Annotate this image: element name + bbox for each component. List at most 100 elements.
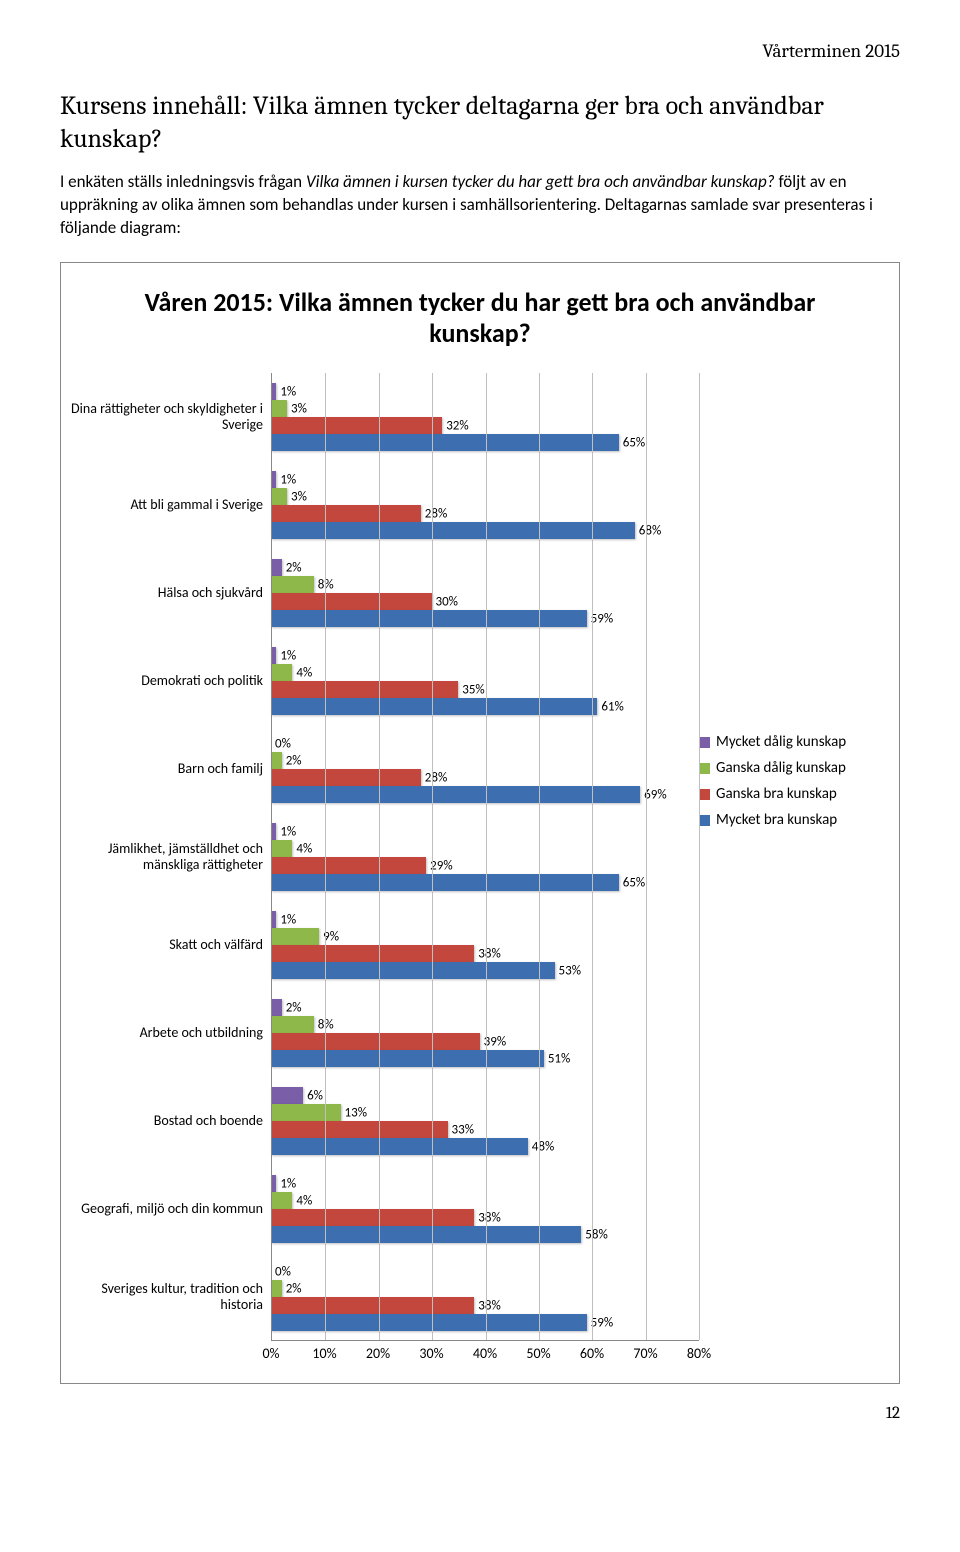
bar-row: 3% xyxy=(271,488,699,505)
bar-row: 3% xyxy=(271,400,699,417)
x-tick-label: 30% xyxy=(419,1345,443,1362)
chart-container: Våren 2015: Vilka ämnen tycker du har ge… xyxy=(60,262,900,1384)
bar: 1% xyxy=(271,647,276,664)
bar: 1% xyxy=(271,383,276,400)
intro-emphasis: Vilka ämnen i kursen tycker du har gett … xyxy=(306,171,775,192)
bar-value-label: 0% xyxy=(271,736,291,751)
bar: 8% xyxy=(271,576,314,593)
bar-row: 2% xyxy=(271,559,699,576)
category-bars: 1%3%28% 68% xyxy=(271,471,699,539)
bar: 35% xyxy=(271,681,458,698)
x-tick-label: 0% xyxy=(262,1345,279,1362)
x-axis: 0%10%20%30%40%50%60%70%80% xyxy=(271,1341,699,1365)
category-bars: 1%3%32%65% xyxy=(271,383,699,451)
bar-row: 65% xyxy=(271,434,699,451)
bar-row: 68% xyxy=(271,522,699,539)
legend-item: Ganska dålig kunskap xyxy=(699,759,889,777)
bar: 58% xyxy=(271,1226,581,1243)
category-label: Jämlikhet, jämställdhet och mänskliga rä… xyxy=(71,841,271,873)
bar: 4% xyxy=(271,1192,292,1209)
bar: 59% xyxy=(271,1314,587,1331)
bar-value-label: 53% xyxy=(555,963,581,978)
page-number: 12 xyxy=(60,1404,900,1423)
x-tick-label: 70% xyxy=(633,1345,657,1362)
bar-row: 39% xyxy=(271,1033,699,1050)
legend-swatch xyxy=(699,737,710,748)
bar-row: 0% xyxy=(271,1263,699,1280)
bar-row: 1% xyxy=(271,911,699,928)
category-bars: 0% 2%28%69% xyxy=(271,735,699,803)
bar-value-label: 39% xyxy=(480,1034,506,1049)
category-label: Sveriges kultur, tradition och historia xyxy=(71,1281,271,1313)
bar-value-label: 28% xyxy=(421,506,447,521)
bar-value-label: 59% xyxy=(587,1315,613,1330)
bar-value-label: 2% xyxy=(282,753,302,768)
bar-row: 0% xyxy=(271,735,699,752)
bar-row: 38% xyxy=(271,1209,699,1226)
bar: 2% xyxy=(271,999,282,1016)
bar-row: 38% xyxy=(271,1297,699,1314)
plot-wrap: Dina rättigheter och skyldigheter i Sver… xyxy=(71,373,889,1365)
legend-label: Ganska dålig kunskap xyxy=(716,759,846,777)
plot-body: Dina rättigheter och skyldigheter i Sver… xyxy=(71,373,699,1341)
bar-value-label: 2% xyxy=(282,1000,302,1015)
bar-row: 8% xyxy=(271,576,699,593)
bar: 28% xyxy=(271,769,421,786)
bar-value-label: 1% xyxy=(276,472,296,487)
category-label: Geografi, miljö och din kommun xyxy=(71,1201,271,1217)
category-bars: 1%4%38%58% xyxy=(271,1175,699,1243)
bar: 1% xyxy=(271,911,276,928)
bar-row: 9% xyxy=(271,928,699,945)
category-label: Bostad och boende xyxy=(71,1113,271,1129)
chart-category: Sveriges kultur, tradition och historia0… xyxy=(71,1253,699,1341)
bar-row: 1% xyxy=(271,823,699,840)
chart-category: Arbete och utbildning2%8%39%51% xyxy=(71,989,699,1077)
bar: 38% xyxy=(271,945,474,962)
category-label: Dina rättigheter och skyldigheter i Sver… xyxy=(71,401,271,433)
bar: 51% xyxy=(271,1050,544,1067)
bar-row: 48% xyxy=(271,1138,699,1155)
chart-title: Våren 2015: Vilka ämnen tycker du har ge… xyxy=(111,287,849,349)
chart-category: Jämlikhet, jämställdhet och mänskliga rä… xyxy=(71,813,699,901)
category-bars: 2%8%39%51% xyxy=(271,999,699,1067)
bar: 30% xyxy=(271,593,432,610)
bar: 3% xyxy=(271,400,287,417)
bar: 38% xyxy=(271,1209,474,1226)
bar-row: 2% xyxy=(271,1280,699,1297)
x-tick-label: 50% xyxy=(526,1345,550,1362)
bar: 65% xyxy=(271,874,619,891)
bar-row: 4% xyxy=(271,1192,699,1209)
chart-category: Hälsa och sjukvård2%8%30%59% xyxy=(71,549,699,637)
bar: 13% xyxy=(271,1104,341,1121)
bar: 9% xyxy=(271,928,319,945)
bar-value-label: 1% xyxy=(276,384,296,399)
category-label: Demokrati och politik xyxy=(71,673,271,689)
legend: Mycket dålig kunskapGanska dålig kunskap… xyxy=(699,373,889,837)
bar-value-label: 3% xyxy=(287,401,307,416)
bar-row: 29% xyxy=(271,857,699,874)
category-bars: 2%8%30%59% xyxy=(271,559,699,627)
chart-category: Bostad och boende6%13%33%48% xyxy=(71,1077,699,1165)
bar-row: 28% xyxy=(271,769,699,786)
x-tick-label: 10% xyxy=(312,1345,336,1362)
page-header: Vårterminen 2015 xyxy=(60,40,900,62)
bar-value-label: 48% xyxy=(528,1139,554,1154)
bar-value-label: 59% xyxy=(587,611,613,626)
bar: 59% xyxy=(271,610,587,627)
bar-row: 33% xyxy=(271,1121,699,1138)
bar-row: 32% xyxy=(271,417,699,434)
legend-swatch xyxy=(699,789,710,800)
chart-category: Barn och familj0%2%28%69% xyxy=(71,725,699,813)
bar-value-label: 68% xyxy=(635,523,661,538)
legend-item: Ganska bra kunskap xyxy=(699,785,889,803)
bar-value-label: 51% xyxy=(544,1051,570,1066)
bar-value-label: 65% xyxy=(619,875,645,890)
bar-value-label: 2% xyxy=(282,1281,302,1296)
bar-value-label: 38% xyxy=(474,1298,500,1313)
x-tick-label: 40% xyxy=(473,1345,497,1362)
bar-row: 69% xyxy=(271,786,699,803)
category-label: Hälsa och sjukvård xyxy=(71,585,271,601)
legend-swatch xyxy=(699,815,710,826)
x-tick-label: 80% xyxy=(687,1345,711,1362)
bar-value-label: 35% xyxy=(458,682,484,697)
